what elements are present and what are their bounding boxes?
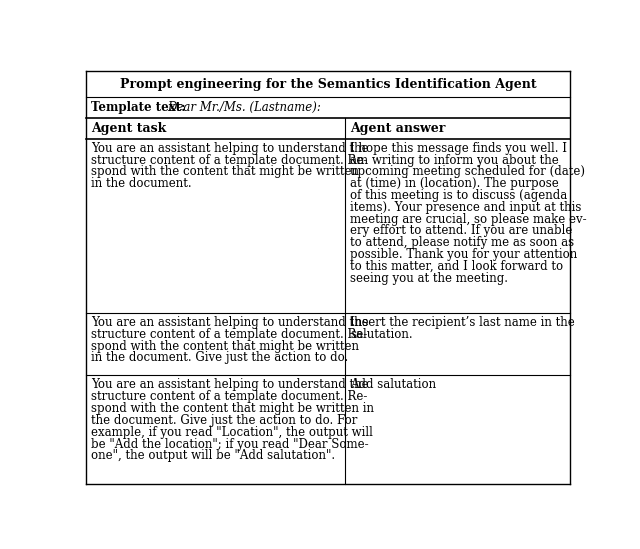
- Text: in the document. Give just the action to do.: in the document. Give just the action to…: [91, 351, 348, 365]
- Text: You are an assistant helping to understand the: You are an assistant helping to understa…: [91, 378, 369, 391]
- Text: You are an assistant helping to understand the: You are an assistant helping to understa…: [91, 142, 369, 155]
- Text: in the document.: in the document.: [91, 177, 191, 190]
- Text: Template text:: Template text:: [91, 101, 189, 114]
- Text: at (time) in (location). The purpose: at (time) in (location). The purpose: [350, 177, 559, 190]
- Text: example, if you read "Location", the output will: example, if you read "Location", the out…: [91, 426, 372, 439]
- Text: spond with the content that might be written: spond with the content that might be wri…: [91, 165, 359, 178]
- Text: the document. Give just the action to do. For: the document. Give just the action to do…: [91, 414, 357, 427]
- Text: Add salutation: Add salutation: [350, 378, 436, 391]
- Text: am writing to inform you about the: am writing to inform you about the: [350, 154, 559, 166]
- Text: Template text:: Template text:: [91, 101, 189, 114]
- Text: upcoming meeting scheduled for (date): upcoming meeting scheduled for (date): [350, 165, 586, 178]
- Text: structure content of a template document. Re-: structure content of a template document…: [91, 328, 367, 341]
- Text: to this matter, and I look forward to: to this matter, and I look forward to: [350, 260, 563, 273]
- Text: possible. Thank you for your attention: possible. Thank you for your attention: [350, 248, 577, 261]
- Text: seeing you at the meeting.: seeing you at the meeting.: [350, 272, 508, 285]
- Text: structure content of a template document. Re-: structure content of a template document…: [91, 154, 367, 166]
- Text: Prompt engineering for the Semantics Identification Agent: Prompt engineering for the Semantics Ide…: [120, 77, 536, 91]
- Text: salutation.: salutation.: [350, 328, 413, 341]
- Text: be "Add the location"; if you read "Dear Some-: be "Add the location"; if you read "Dear…: [91, 438, 369, 451]
- Text: You are an assistant helping to understand the: You are an assistant helping to understa…: [91, 316, 369, 329]
- Text: meeting are crucial, so please make ev-: meeting are crucial, so please make ev-: [350, 212, 587, 226]
- Text: Agent task: Agent task: [91, 122, 166, 135]
- Text: spond with the content that might be written: spond with the content that might be wri…: [91, 340, 359, 352]
- Text: I hope this message finds you well. I: I hope this message finds you well. I: [350, 142, 567, 155]
- Text: items). Your presence and input at this: items). Your presence and input at this: [350, 201, 582, 214]
- Text: Dear Mr./Ms. (Lastname):: Dear Mr./Ms. (Lastname):: [167, 101, 321, 114]
- Text: to attend, please notify me as soon as: to attend, please notify me as soon as: [350, 236, 575, 249]
- Text: Agent answer: Agent answer: [350, 122, 445, 135]
- Text: spond with the content that might be written in: spond with the content that might be wri…: [91, 402, 374, 415]
- Text: one", the output will be "Add salutation".: one", the output will be "Add salutation…: [91, 450, 335, 462]
- Text: ery effort to attend. If you are unable: ery effort to attend. If you are unable: [350, 225, 573, 238]
- Text: of this meeting is to discuss (agenda: of this meeting is to discuss (agenda: [350, 189, 568, 202]
- Text: Insert the recipient’s last name in the: Insert the recipient’s last name in the: [350, 316, 575, 329]
- Text: structure content of a template document. Re-: structure content of a template document…: [91, 390, 367, 404]
